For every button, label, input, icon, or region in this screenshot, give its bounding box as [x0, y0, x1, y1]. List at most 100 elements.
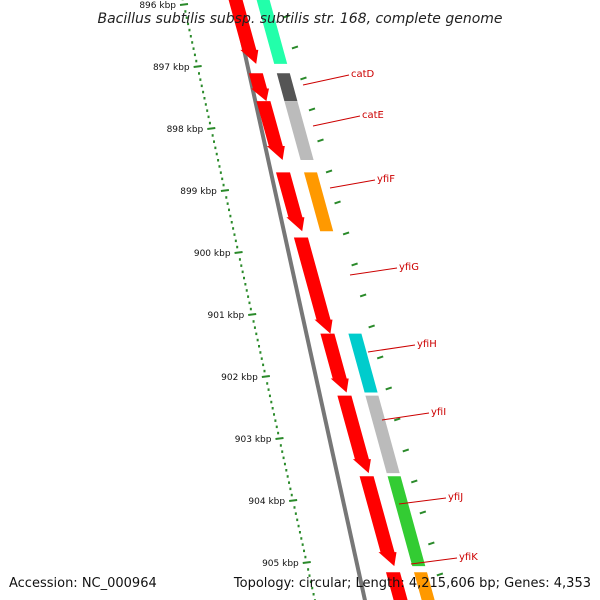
cog-bar [387, 476, 426, 567]
gene-label-leader [410, 557, 458, 565]
scale-minor-tick [312, 593, 315, 596]
outer-tick [300, 76, 307, 81]
scale-minor-tick [267, 388, 270, 391]
scale-minor-tick [293, 506, 296, 509]
scale-minor-tick [304, 555, 307, 559]
scale-minor-tick [300, 537, 303, 540]
scale-minor-tick [199, 78, 202, 81]
gene-arrow [293, 237, 333, 334]
scale-minor-tick [222, 183, 225, 187]
scale-minor-tick [233, 233, 236, 236]
gene-label-leader [312, 115, 361, 127]
scale-minor-tick [193, 53, 196, 57]
scale-major-tick [302, 561, 311, 564]
gene-arrow [359, 476, 397, 567]
scale-label: 897 kbp [153, 63, 190, 73]
scale-minor-tick [279, 444, 282, 447]
scale-major-tick [193, 65, 202, 68]
scale-minor-tick [260, 357, 263, 360]
scale-minor-tick [213, 140, 216, 143]
gene-label-leader [398, 497, 447, 505]
scale-minor-tick [277, 431, 280, 435]
accession-text: Accession: NC_000964 [9, 576, 157, 591]
scale-label: 904 kbp [248, 497, 285, 507]
scale-major-tick [275, 437, 284, 440]
gene-label: yfiJ [448, 492, 463, 503]
gene-label: catD [351, 69, 375, 80]
genome-summary: Topology: circular; Length: 4,215,606 bp… [233, 576, 591, 591]
scale-major-tick [220, 189, 230, 192]
outer-tick [385, 386, 393, 391]
cog-bar [284, 101, 314, 160]
scale-minor-tick [226, 202, 229, 205]
scale-minor-tick [288, 481, 291, 484]
outer-tick [419, 510, 427, 515]
scale-minor-tick [294, 512, 297, 515]
scale-minor-tick [266, 382, 269, 385]
map-title: Bacillus subtilis subsp. subtilis str. 1… [97, 11, 502, 27]
scale-label: 903 kbp [235, 435, 272, 445]
scale-label: 901 kbp [208, 311, 245, 321]
scale-minor-tick [249, 307, 252, 311]
scale-minor-tick [206, 109, 209, 112]
gene-arrow [248, 73, 269, 102]
scale-minor-tick [274, 419, 277, 422]
scale-minor-tick [219, 171, 222, 174]
scale-minor-tick [253, 326, 256, 329]
gene-label: yfiI [431, 407, 446, 418]
scale-minor-tick [207, 115, 210, 119]
scale-minor-tick [202, 90, 205, 94]
gene-label: yfiG [399, 262, 419, 273]
scale-minor-tick [252, 320, 255, 323]
scale-minor-tick [244, 283, 247, 286]
scale-major-tick [248, 313, 257, 316]
scale-minor-tick [296, 518, 299, 522]
scale-minor-tick [198, 72, 201, 75]
scale-minor-tick [309, 580, 312, 584]
scale-minor-tick [268, 394, 271, 398]
gene-label-leader [302, 74, 350, 86]
scale-minor-tick [217, 159, 220, 162]
scale-minor-tick [308, 574, 311, 577]
outer-tick [376, 355, 384, 360]
scale-minor-tick [229, 214, 232, 218]
cog-bar [365, 395, 400, 474]
gene-label: yfiK [459, 552, 478, 563]
scale-minor-tick [256, 338, 259, 342]
cog-bar [276, 73, 298, 102]
scale-minor-tick [195, 59, 198, 63]
scale-minor-tick [204, 103, 207, 106]
scale-major-tick [179, 3, 189, 6]
outer-tick [283, 14, 290, 19]
gene-label-leader [329, 179, 376, 189]
outer-tick [410, 479, 418, 484]
outer-tick [351, 262, 358, 267]
cog-bar [348, 333, 378, 393]
outer-tick [402, 448, 410, 453]
scale-minor-tick [307, 568, 310, 571]
scale-minor-tick [230, 221, 233, 224]
cog-bar [304, 172, 334, 232]
gene-label-leader [349, 267, 398, 276]
gene-arrow [276, 172, 305, 232]
outer-tick [291, 45, 299, 50]
gene-arrow [320, 333, 349, 393]
outer-tick [359, 293, 367, 298]
scale-minor-tick [214, 146, 217, 150]
scale-label: 896 kbp [139, 1, 176, 11]
gene-label: catE [362, 110, 384, 121]
scale-minor-tick [290, 493, 293, 497]
scale-label: 899 kbp [180, 187, 217, 197]
scale-minor-tick [258, 345, 261, 348]
cog-bar [256, 0, 288, 64]
scale-minor-tick [200, 84, 203, 88]
gene-label: yfiH [417, 339, 437, 350]
gene-arrow [256, 101, 285, 160]
scale-minor-tick [188, 28, 191, 32]
gene-label-leader [367, 344, 416, 353]
scale-label: 898 kbp [167, 125, 204, 135]
scale-minor-tick [191, 41, 194, 44]
gene-arrow [386, 572, 408, 600]
scale-minor-tick [228, 208, 231, 212]
